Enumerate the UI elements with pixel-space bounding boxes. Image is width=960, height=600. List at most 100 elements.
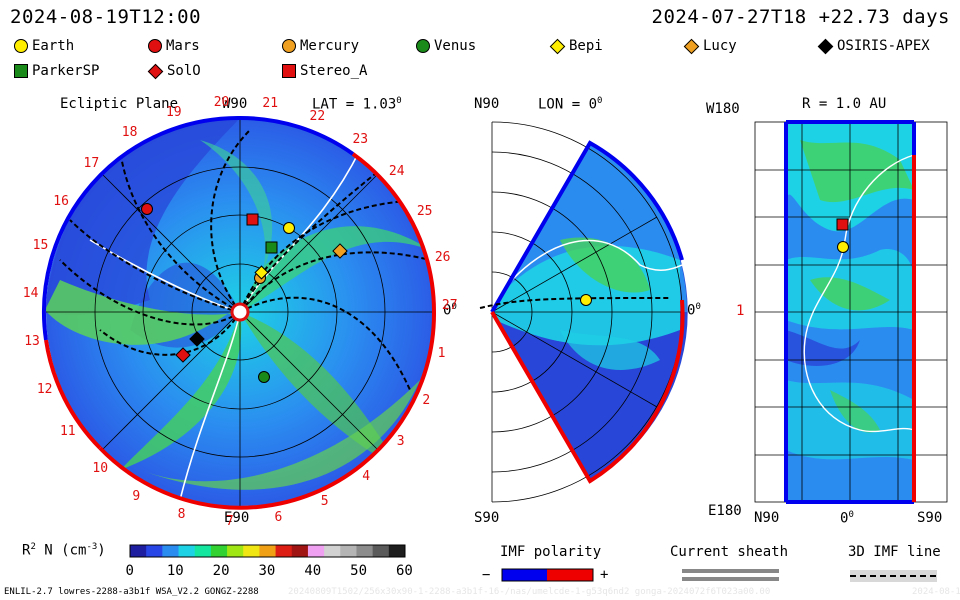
circle-icon [282, 39, 296, 53]
circle-icon [14, 39, 28, 53]
legend-item-osiris-apex: OSIRIS-APEX [817, 38, 930, 54]
carrington-day-label: 8 [177, 506, 186, 522]
radial-s90-label: S90 [917, 510, 943, 526]
colorbar-label: R2 N (cm-3) [22, 542, 106, 559]
circle-icon [148, 39, 162, 53]
carrington-day-label: 13 [24, 334, 40, 350]
legend-item-earth: Earth [14, 38, 74, 54]
e90-label: E90 [224, 510, 250, 526]
carrington-day-label: 16 [53, 193, 69, 209]
lucy-marker [332, 243, 348, 259]
legend-label: Mars [166, 38, 200, 54]
carrington-day-label: 4 [362, 468, 371, 484]
colorbar-tick-label: 60 [396, 563, 413, 579]
radius-label: R = 1.0 AU [802, 96, 887, 112]
earth-marker-radial [837, 241, 849, 253]
w180-label: W180 [706, 101, 740, 117]
carrington-day-label: 10 [92, 460, 109, 476]
legend-label: OSIRIS-APEX [837, 38, 930, 54]
colorbar-segment [340, 545, 357, 557]
w90-label: W90 [222, 96, 248, 112]
legend-label: Mercury [300, 38, 360, 54]
carrington-day-label: 15 [32, 237, 49, 253]
colorbar-segment [291, 545, 309, 557]
carrington-day-label: 25 [416, 204, 433, 220]
colorbar-segment [210, 545, 228, 557]
carrington-day-label: 12 [36, 381, 53, 397]
current-sheath-title: Current sheath [670, 544, 789, 560]
square-icon [14, 64, 28, 78]
carrington-day-label: 22 [309, 108, 326, 124]
carrington-day-label: 9 [132, 488, 141, 504]
legend-label: SolO [167, 63, 201, 79]
imf-minus-label: − [482, 567, 491, 583]
footer-date: 2024-08-18 [912, 587, 960, 597]
imf-positive-swatch [547, 569, 593, 581]
ecliptic-plane-panel [42, 115, 437, 510]
carrington-day-label: 19 [165, 104, 182, 120]
carrington-day-label: 26 [434, 249, 451, 265]
radial-zero-label: 00 [840, 510, 854, 527]
legend-label: ParkerSP [32, 63, 100, 79]
colorbar-tick-label: 0 [125, 563, 134, 579]
footer-model-info: ENLIL-2.7 lowres-2288-a3b1f WSA_V2.2 GON… [4, 587, 259, 597]
colorbar-segment [227, 545, 244, 557]
imf-plus-label: + [600, 567, 609, 583]
colorbar-segment [146, 545, 163, 557]
colorbar-segment [307, 545, 325, 557]
colorbar-tick-label: 20 [212, 563, 230, 579]
legend-item-lucy: Lucy [683, 38, 737, 54]
colorbar-segment [324, 545, 341, 557]
square-icon [282, 64, 296, 78]
e180-label: E180 [708, 503, 742, 519]
colorbar-tick-label: 30 [258, 563, 276, 579]
colorbar-segment [372, 545, 390, 557]
imf-negative-swatch [502, 569, 547, 581]
lon-label: LON = 00 [538, 96, 603, 113]
meridional-s90-label: S90 [474, 510, 500, 526]
carrington-day-label: 2 [422, 392, 431, 408]
colorbar-segment [130, 545, 147, 557]
colorbar-tick-label: 50 [350, 563, 368, 579]
legend-item-solo: SolO [147, 63, 201, 79]
ecliptic-zero-label: 00 [443, 302, 457, 319]
mars-marker [141, 203, 153, 215]
colorbar-tick-label: 10 [166, 563, 184, 579]
stereo-a-marker-radial [836, 218, 849, 231]
legend-label: Earth [32, 38, 75, 54]
carrington-day-label: 24 [388, 164, 405, 180]
colorbar-segment [162, 545, 180, 557]
colorbar-segment [194, 545, 212, 557]
colorbar-segment [243, 545, 260, 557]
footer-run-id: 20240809T1502/256x30x90-1-2288-a3b1f-16-… [288, 587, 771, 597]
colorbar-segment [356, 545, 374, 557]
earth-marker-meridional [580, 294, 592, 306]
legend-item-mercury: Mercury [282, 38, 359, 54]
carrington-day-label: 27 [441, 297, 458, 313]
legend-item-mars: Mars [148, 38, 200, 54]
sun-icon [230, 302, 250, 322]
ecliptic-title: Ecliptic Plane [60, 96, 179, 112]
colorbar-segment [178, 545, 196, 557]
legend-item-parkersp: ParkerSP [14, 63, 99, 79]
parkersp-marker [265, 241, 278, 254]
legend-label: Venus [434, 38, 477, 54]
legend-item-stereo-a: Stereo_A [282, 63, 367, 79]
carrington-day-label: 1 [437, 346, 446, 362]
carrington-day-label: 23 [352, 131, 369, 147]
osiris-apex-marker [189, 331, 205, 347]
carrington-day-label: 6 [274, 509, 283, 525]
carrington-day-label: 5 [320, 494, 329, 510]
imf-3d-title: 3D IMF line [848, 544, 941, 560]
legend-item-bepi: Bepi [549, 38, 603, 54]
radial-surface-panel [754, 120, 948, 504]
legend-label: Lucy [703, 38, 737, 54]
carrington-day-label: 17 [83, 155, 100, 171]
stereo-a-marker [246, 213, 259, 226]
radial-n90-label: N90 [754, 510, 780, 526]
colorbar-segment [259, 545, 277, 557]
lat-label: LAT = 1.030 [312, 96, 402, 113]
meridional-n90-label: N90 [474, 96, 500, 112]
carrington-day-label: 18 [121, 125, 138, 141]
